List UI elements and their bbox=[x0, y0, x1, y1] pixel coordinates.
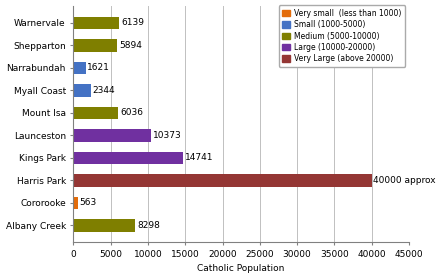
Bar bbox=[74, 62, 86, 74]
Bar bbox=[74, 107, 119, 119]
Text: 563: 563 bbox=[79, 198, 97, 207]
Bar bbox=[74, 197, 78, 209]
Text: 6139: 6139 bbox=[121, 18, 144, 27]
Text: 40000 approx: 40000 approx bbox=[374, 176, 436, 185]
Bar bbox=[74, 219, 135, 232]
Bar bbox=[74, 174, 372, 187]
Text: 10373: 10373 bbox=[153, 131, 181, 140]
Text: 5894: 5894 bbox=[119, 41, 142, 50]
Bar bbox=[74, 17, 119, 29]
Bar bbox=[74, 84, 91, 97]
Text: 14741: 14741 bbox=[185, 153, 214, 162]
Bar bbox=[74, 129, 151, 141]
Text: 6036: 6036 bbox=[120, 109, 143, 117]
Text: 2344: 2344 bbox=[93, 86, 116, 95]
Text: 8298: 8298 bbox=[137, 221, 160, 230]
Bar bbox=[74, 39, 117, 52]
Text: 1621: 1621 bbox=[87, 63, 110, 73]
Legend: Very small  (less than 1000), Small (1000-5000), Medium (5000-10000), Large (100: Very small (less than 1000), Small (1000… bbox=[279, 5, 405, 67]
X-axis label: Catholic Population: Catholic Population bbox=[198, 264, 285, 273]
Bar bbox=[74, 152, 183, 164]
